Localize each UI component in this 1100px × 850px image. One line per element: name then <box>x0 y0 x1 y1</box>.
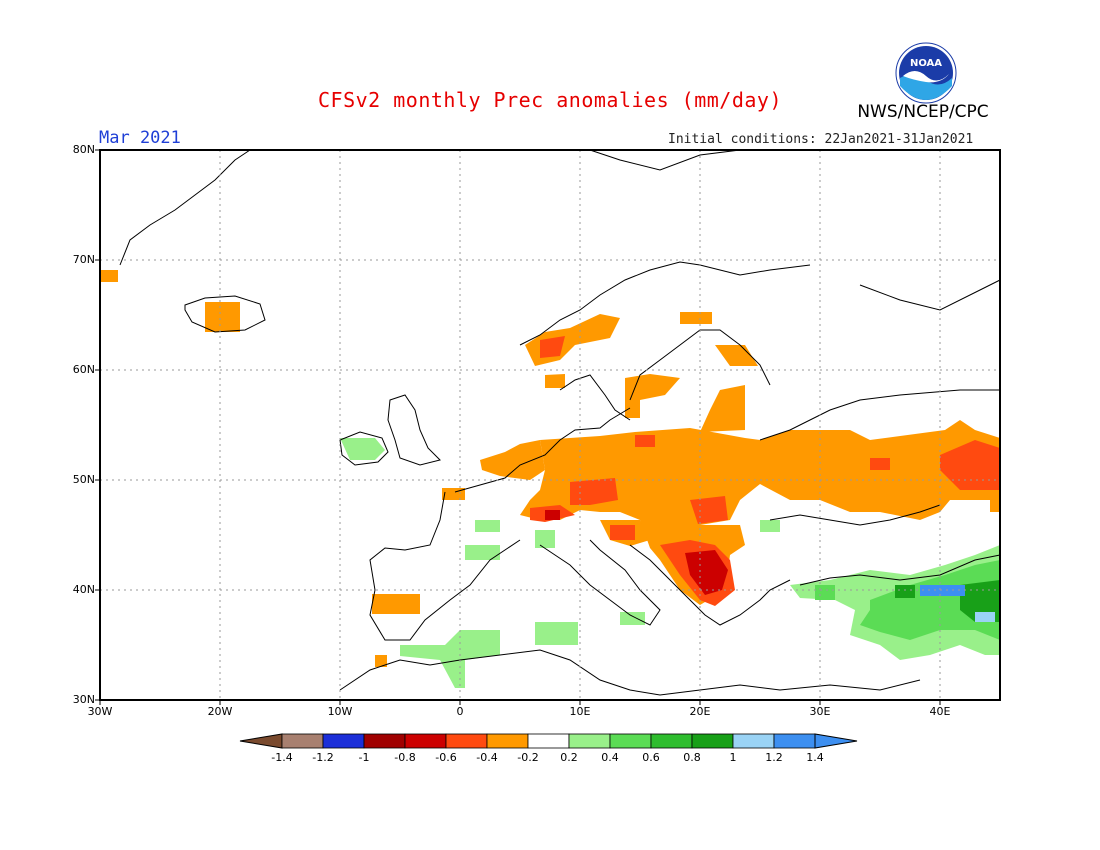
axis-ticks <box>95 149 941 705</box>
anomaly-core-albania <box>685 550 728 595</box>
chart-title: CFSv2 monthly Prec anomalies (mm/day) <box>317 88 783 112</box>
anomaly-region-north-africa <box>400 622 578 688</box>
anomaly-core-italy-ne <box>610 525 635 540</box>
anomaly-core-poland <box>635 435 655 447</box>
anomaly-region-norway-south <box>545 374 565 388</box>
anomaly-fields <box>100 270 1000 688</box>
lat-label-70n: 70N <box>72 253 95 266</box>
lat-label-40n: 40N <box>72 583 95 596</box>
lon-label-30e: 30E <box>809 705 831 718</box>
anomaly-region-benelux <box>480 440 545 480</box>
graticule <box>100 150 1000 700</box>
lon-label-20e: 20E <box>689 705 711 718</box>
anomaly-region-sweden <box>625 374 680 418</box>
anomaly-region-caspian-blue <box>975 612 995 622</box>
colorbar-label: -0.4 <box>476 751 498 764</box>
colorbar-cell <box>691 733 734 749</box>
colorbar-label: 1.2 <box>765 751 783 764</box>
lat-label-60n: 60N <box>72 363 95 376</box>
lat-label-50n: 50N <box>72 473 95 486</box>
colorbar-arrow-left <box>239 733 283 749</box>
anomaly-core-norway <box>540 336 565 358</box>
anomaly-core-alps <box>570 478 618 505</box>
anomaly-region-caucasus-blue <box>920 585 965 596</box>
initial-conditions: Initial conditions: 22Jan2021-31Jan2021 <box>668 132 974 147</box>
anomaly-core-switzerland-red <box>545 510 560 520</box>
lon-label-10e: 10E <box>569 705 591 718</box>
anomaly-core-switzerland <box>530 505 575 522</box>
colorbar-cell <box>445 733 488 749</box>
colorbar-cell <box>527 733 570 749</box>
colorbar-cell <box>773 733 816 749</box>
noaa-logo-text: NOAA <box>910 58 942 69</box>
anomaly-region-ireland <box>340 438 385 460</box>
anomaly-region-east-turkey <box>895 580 1000 622</box>
anomaly-region-finland <box>680 312 758 366</box>
colorbar-label: -1 <box>358 751 370 764</box>
forecast-month: Mar 2021 <box>99 128 181 148</box>
anomaly-region-italy-north <box>600 520 650 546</box>
lon-label-20w: 20W <box>207 705 233 718</box>
colorbar-label: -1.4 <box>271 751 293 764</box>
colorbar-label: 0.8 <box>683 751 701 764</box>
anomaly-region-sicily <box>620 612 645 625</box>
lat-label-80n: 80N <box>72 143 95 156</box>
anomaly-region-scandinavia-west <box>525 314 620 366</box>
colorbar-label: -0.8 <box>394 751 416 764</box>
colorbar-label: -0.2 <box>517 751 539 764</box>
colorbar-cell <box>732 733 775 749</box>
lon-label-10w: 10W <box>327 705 353 718</box>
anomaly-region-anatolia <box>815 560 1000 640</box>
anomaly-region-baltic <box>700 385 745 432</box>
colorbar-arrow-right <box>814 733 858 749</box>
colorbar-cell <box>322 733 365 749</box>
colorbar-label: -0.6 <box>435 751 457 764</box>
lon-label-40e: 40E <box>929 705 951 718</box>
colorbar-label: 0.4 <box>601 751 619 764</box>
noaa-logo: NOAA <box>895 42 957 104</box>
colorbar-cell <box>568 733 611 749</box>
colorbar-label: 0.2 <box>560 751 578 764</box>
coastlines <box>119 149 1001 696</box>
lat-label-30n: 30N <box>72 693 95 706</box>
anomaly-core-russia <box>870 440 1000 490</box>
colorbar-cell <box>650 733 693 749</box>
anomaly-core-hungary <box>690 496 728 524</box>
colorbar-cell <box>404 733 447 749</box>
colorbar-label: -1.2 <box>312 751 334 764</box>
anomaly-region-greenland-coast <box>100 270 118 282</box>
anomaly-region-iberia <box>372 488 465 667</box>
colorbar-cell <box>281 733 324 749</box>
colorbar-cell <box>609 733 652 749</box>
agency-label: NWS/NCEP/CPC <box>857 102 989 122</box>
colorbar-label: 0.6 <box>642 751 660 764</box>
anomaly-region-balkans <box>640 520 745 605</box>
lon-label-0: 0 <box>456 705 464 718</box>
colorbar-cell <box>486 733 529 749</box>
anomaly-region-france <box>465 520 555 560</box>
anomaly-region-turkey <box>790 545 1000 660</box>
colorbar-label: 1 <box>729 751 737 764</box>
anomaly-core-balkans <box>660 540 735 606</box>
anomaly-region-iceland <box>205 302 240 332</box>
lon-label-30w: 30W <box>87 705 113 718</box>
anomaly-region-ukraine <box>760 520 780 532</box>
map-frame <box>99 149 1001 701</box>
anomaly-region-central-europe <box>520 420 1000 545</box>
colorbar-cell <box>363 733 406 749</box>
colorbar-label: 1.4 <box>806 751 824 764</box>
